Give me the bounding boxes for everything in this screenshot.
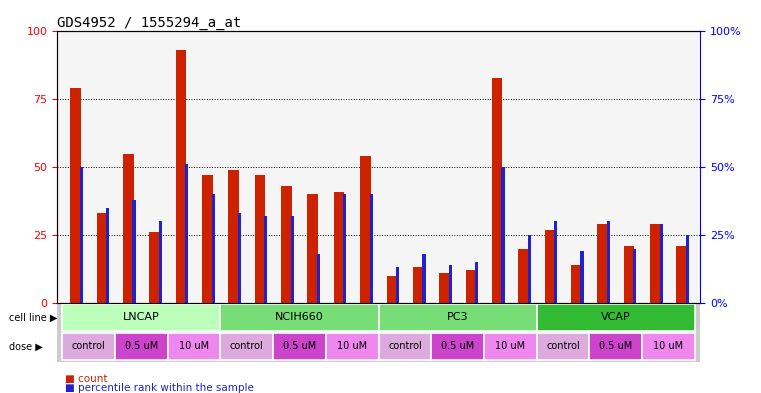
- Text: VCAP: VCAP: [601, 312, 631, 322]
- Text: PC3: PC3: [447, 312, 469, 322]
- Text: 0.5 uM: 0.5 uM: [283, 341, 316, 351]
- Text: 10 uM: 10 uM: [337, 341, 368, 351]
- Bar: [221, 333, 273, 360]
- Bar: [185, 164, 188, 303]
- Text: ■ count: ■ count: [65, 374, 107, 384]
- Bar: [439, 273, 450, 303]
- Bar: [370, 194, 373, 303]
- Bar: [422, 254, 425, 303]
- Text: 0.5 uM: 0.5 uM: [125, 341, 158, 351]
- Bar: [597, 224, 608, 303]
- Bar: [590, 333, 642, 360]
- Bar: [686, 235, 689, 303]
- Bar: [677, 246, 687, 303]
- Text: control: control: [546, 341, 580, 351]
- Text: 0.5 uM: 0.5 uM: [599, 341, 632, 351]
- Text: control: control: [72, 341, 106, 351]
- Bar: [123, 154, 133, 303]
- Bar: [633, 248, 636, 303]
- Bar: [396, 268, 400, 303]
- Text: 10 uM: 10 uM: [654, 341, 683, 351]
- Bar: [106, 208, 110, 303]
- Bar: [202, 175, 212, 303]
- Bar: [317, 254, 320, 303]
- Bar: [70, 88, 81, 303]
- Bar: [255, 175, 266, 303]
- Bar: [334, 191, 344, 303]
- Bar: [238, 213, 241, 303]
- Text: 0.5 uM: 0.5 uM: [441, 341, 474, 351]
- Bar: [273, 333, 326, 360]
- Text: ■ percentile rank within the sample: ■ percentile rank within the sample: [65, 383, 253, 393]
- Bar: [221, 304, 379, 331]
- Bar: [607, 221, 610, 303]
- Bar: [379, 333, 431, 360]
- Bar: [62, 304, 221, 331]
- Text: cell line ▶: cell line ▶: [9, 312, 57, 323]
- Bar: [97, 213, 107, 303]
- Bar: [545, 230, 556, 303]
- Bar: [518, 248, 529, 303]
- Bar: [466, 270, 476, 303]
- Bar: [264, 216, 267, 303]
- Bar: [642, 333, 695, 360]
- Bar: [159, 221, 162, 303]
- Bar: [537, 333, 590, 360]
- Bar: [650, 224, 661, 303]
- Bar: [492, 77, 502, 303]
- Bar: [132, 200, 135, 303]
- Text: 10 uM: 10 uM: [179, 341, 209, 351]
- Text: control: control: [388, 341, 422, 351]
- Bar: [379, 304, 537, 331]
- Bar: [624, 246, 634, 303]
- Text: control: control: [230, 341, 264, 351]
- Bar: [212, 194, 215, 303]
- Bar: [431, 333, 484, 360]
- Bar: [475, 262, 478, 303]
- Bar: [291, 216, 294, 303]
- Bar: [62, 333, 115, 360]
- Bar: [115, 333, 167, 360]
- Bar: [326, 333, 378, 360]
- Bar: [360, 156, 371, 303]
- Bar: [80, 167, 83, 303]
- Bar: [149, 232, 160, 303]
- Bar: [501, 167, 505, 303]
- Text: GDS4952 / 1555294_a_at: GDS4952 / 1555294_a_at: [57, 17, 241, 30]
- Bar: [528, 235, 531, 303]
- Text: 10 uM: 10 uM: [495, 341, 525, 351]
- Bar: [537, 304, 695, 331]
- Text: NCIH660: NCIH660: [275, 312, 324, 322]
- Bar: [413, 268, 423, 303]
- Bar: [167, 333, 221, 360]
- Text: LNCAP: LNCAP: [123, 312, 160, 322]
- Bar: [554, 221, 557, 303]
- Bar: [343, 194, 346, 303]
- Bar: [307, 194, 318, 303]
- Bar: [228, 170, 239, 303]
- Bar: [571, 265, 581, 303]
- Bar: [660, 224, 663, 303]
- Text: dose ▶: dose ▶: [9, 342, 43, 352]
- Bar: [176, 50, 186, 303]
- Bar: [449, 265, 452, 303]
- Bar: [581, 251, 584, 303]
- Bar: [484, 333, 537, 360]
- Bar: [281, 186, 291, 303]
- Bar: [387, 275, 397, 303]
